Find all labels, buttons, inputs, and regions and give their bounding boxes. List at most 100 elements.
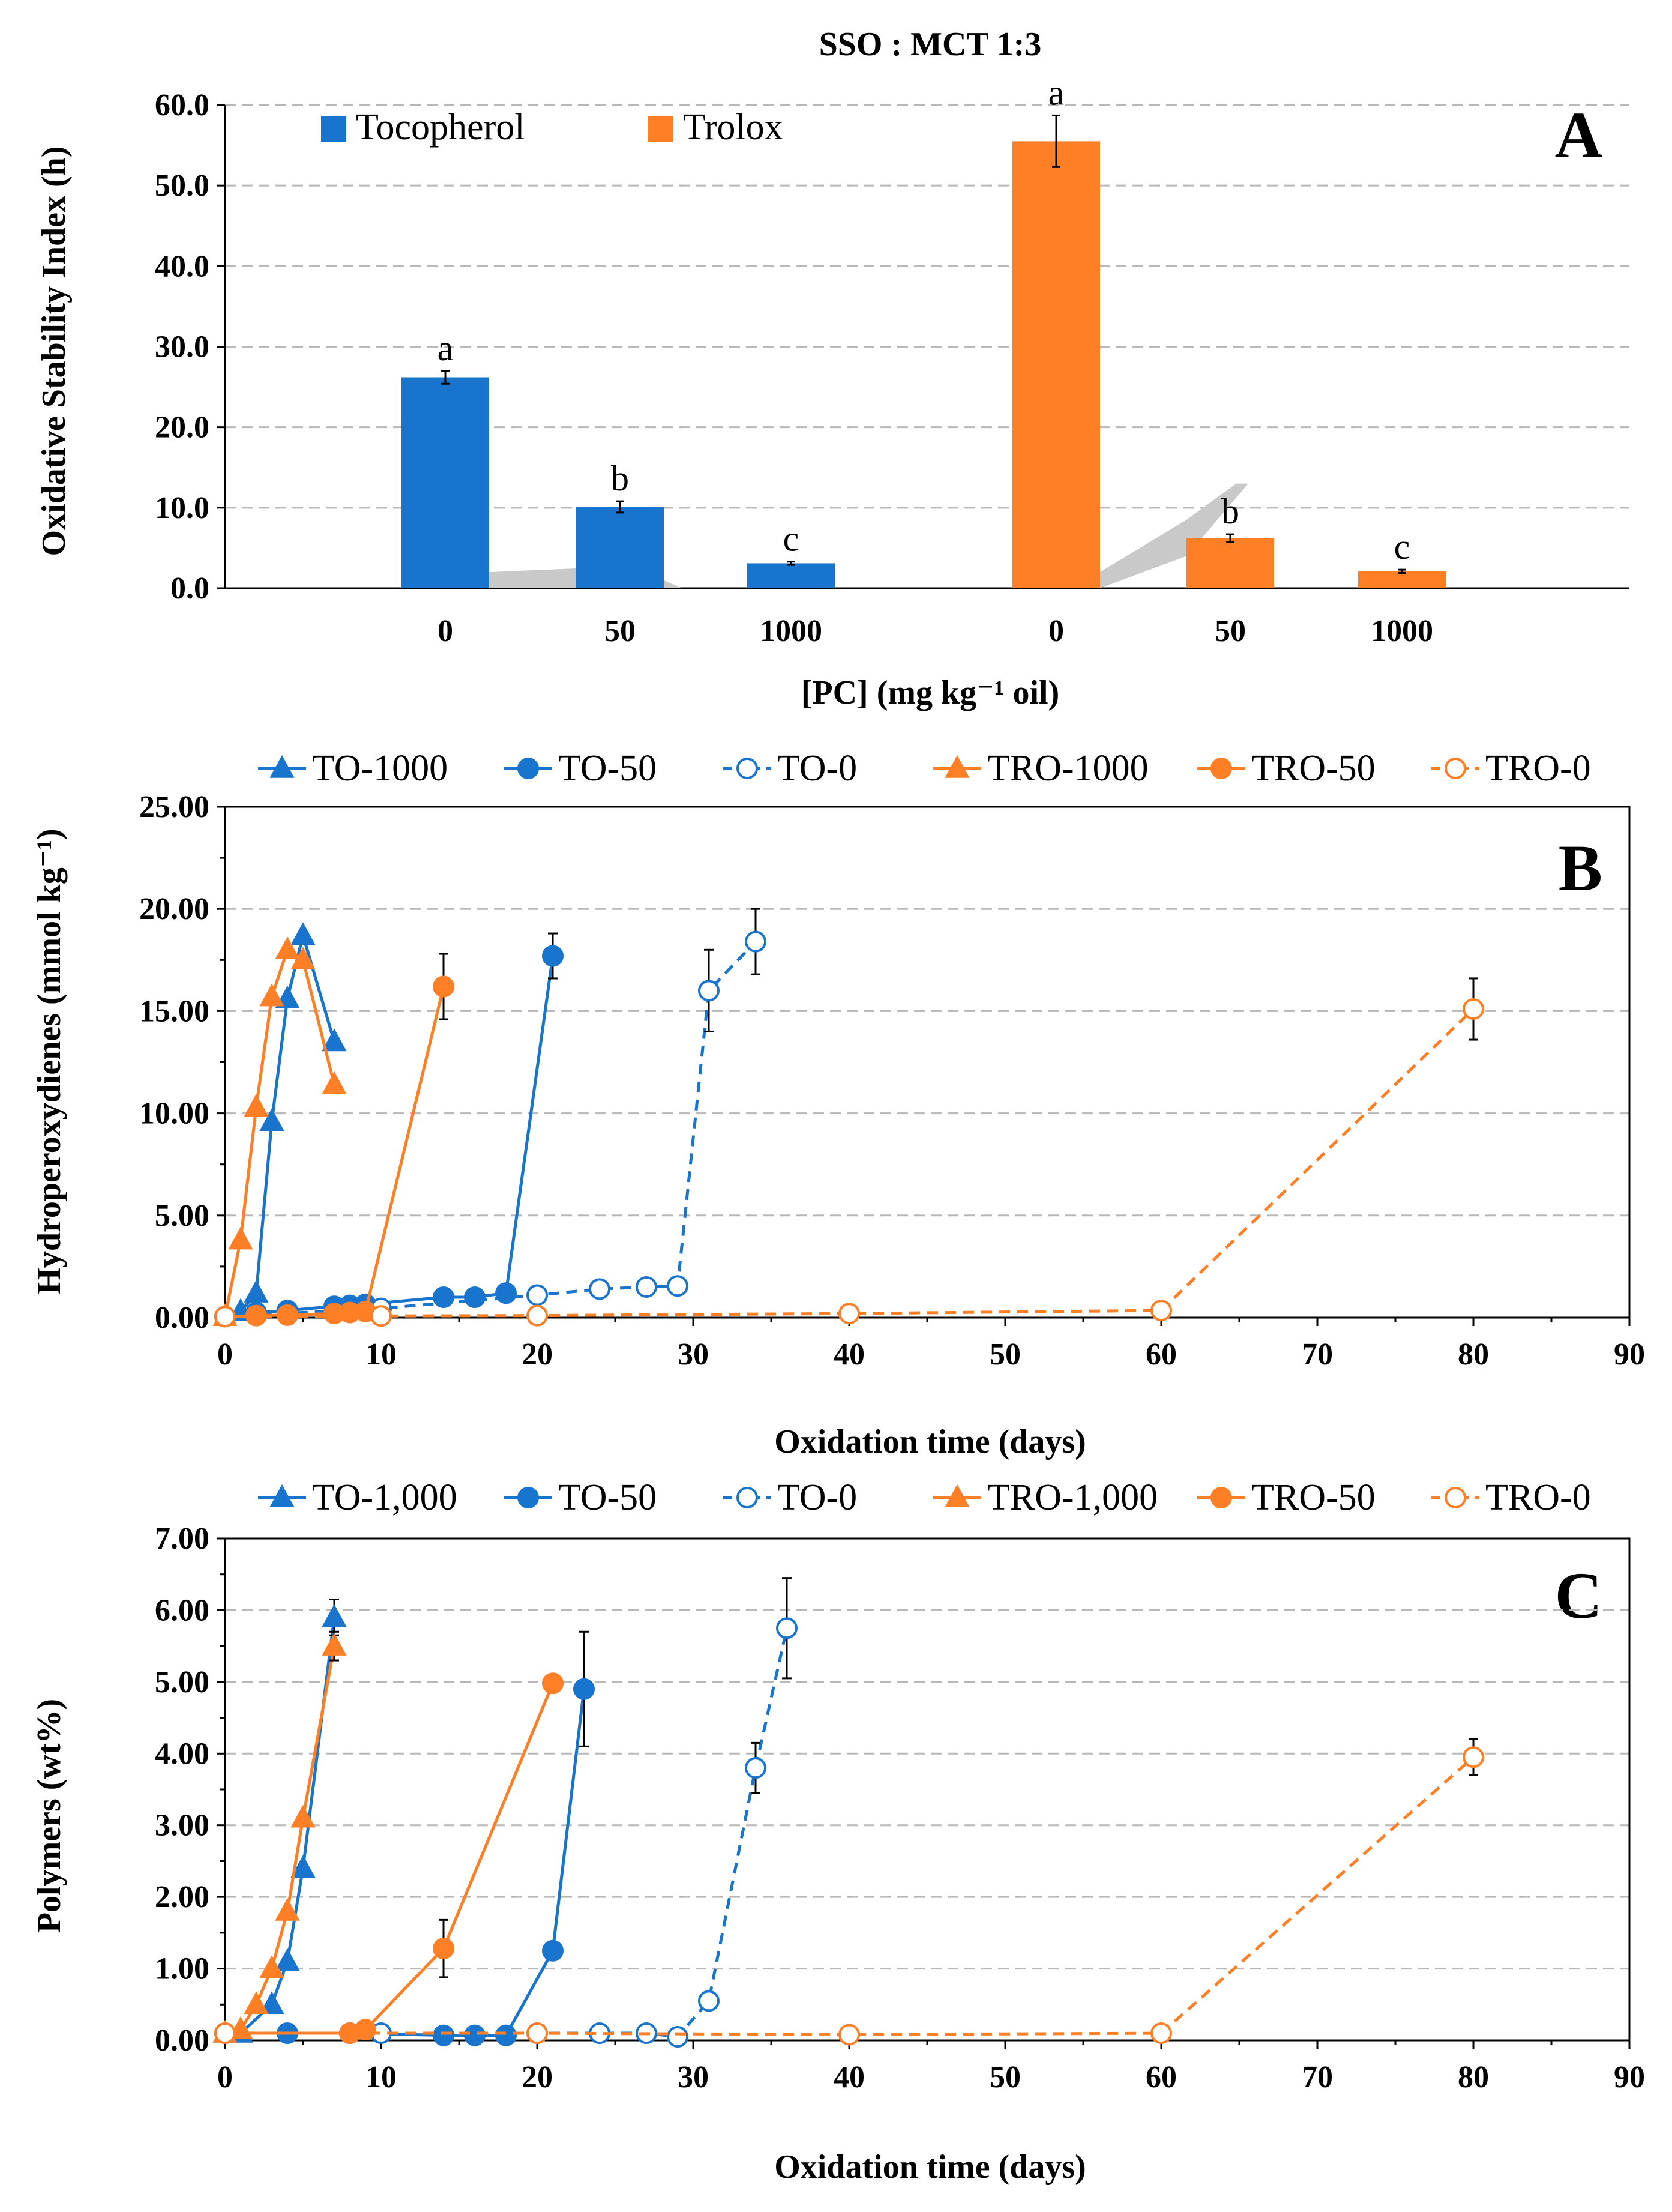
panel-a-title: SSO : MCT 1:3 <box>819 26 1042 63</box>
panel-b-y-axis-title: Hydroperoxydienes (mmol kg⁻¹) <box>31 828 68 1294</box>
panel-a-x-tick-label: 50 <box>604 614 636 648</box>
panel-b-point-tro-0 <box>526 1304 548 1327</box>
panel-b-point-tro-0 <box>838 1303 860 1325</box>
panel-b-point-to-0 <box>636 1276 657 1298</box>
panel-c-point-to-0 <box>745 1757 766 1779</box>
panel-b-x-tick-label: 80 <box>1458 1337 1489 1372</box>
panel-b-point-to-1000 <box>290 922 316 945</box>
panel-b-legend-marker-tro-50 <box>1210 758 1232 779</box>
panel-c-point-tro-1000 <box>244 1991 269 2015</box>
panel-a-x-tick-label: 1000 <box>760 614 822 648</box>
bar-trolox-0 <box>1012 141 1100 588</box>
panel-b-point-tro-1000 <box>322 1071 347 1094</box>
panel-c-x-tick-label: 80 <box>1458 2060 1489 2094</box>
panel-c-point-to-0 <box>698 1990 720 2012</box>
panel-c-y-tick-label: 3.00 <box>155 1809 209 1843</box>
panel-c-line-tro-50 <box>225 1683 555 2035</box>
panel-c-point-tro-1000 <box>322 1632 347 1656</box>
panel-c-point-to-50 <box>573 1678 595 1700</box>
panel-c-x-tick-label: 90 <box>1614 2060 1645 2094</box>
panel-b-point-tro-1000 <box>290 947 316 970</box>
panel-b-legend-marker-to-50 <box>517 758 539 779</box>
panel-b-legend-marker-to-1000 <box>269 755 295 778</box>
bar-shadow <box>489 568 582 588</box>
panel-c-y-tick-label: 6.00 <box>155 1593 209 1627</box>
panel-b-line-to-50 <box>224 956 555 1318</box>
panel-b-point-to-1000 <box>322 1028 347 1052</box>
panel-c-x-tick-label: 10 <box>365 2060 397 2094</box>
panel-c-line-tro-0 <box>225 1756 1475 2036</box>
panel-b-point-to-0 <box>589 1278 610 1300</box>
panel-a-y-tick-label: 50.0 <box>155 169 209 203</box>
panel-b-y-tick-label: 5.00 <box>155 1199 209 1233</box>
panel-c-plot-frame <box>224 1537 1631 2042</box>
panel-c-point-to-50 <box>542 1939 564 1962</box>
panel-c-x-tick-label: 40 <box>834 2060 865 2094</box>
panel-b-point-tro-1000 <box>275 936 300 960</box>
panel-b-legend-label-tro-0: TRO-0 <box>1485 748 1591 789</box>
panel-b-legend-label-to-0: TO-0 <box>777 748 857 789</box>
panel-b-x-tick-label: 30 <box>678 1337 709 1372</box>
panel-b-point-tro-0 <box>1463 998 1484 1020</box>
panel-b-letter: B <box>1559 831 1602 905</box>
bar-tocopherol-50 <box>576 507 664 588</box>
panel-c-point-to-50 <box>464 2024 486 2046</box>
panel-c-point-tro-50 <box>542 1672 564 1695</box>
panel-c-point-to-0 <box>667 2026 688 2048</box>
panel-c-point-to-50 <box>433 2024 454 2046</box>
panel-c-point-to-1000 <box>275 1948 300 1971</box>
panel-c-x-tick-label: 60 <box>1146 2060 1177 2094</box>
panel-b-point-to-50 <box>542 945 564 967</box>
panel-c-point-tro-0 <box>214 2022 236 2045</box>
panel-c-point-tro-1000 <box>290 1804 316 1828</box>
panel-c-x-tick-label: 30 <box>678 2060 709 2094</box>
panel-c-legend-label-to-1000: TO-1,000 <box>312 1477 457 1518</box>
panel-c-y-tick-label: 4.00 <box>155 1737 209 1771</box>
panel-b-point-tro-0 <box>214 1306 236 1328</box>
panel-c-letter: C <box>1555 1559 1602 1632</box>
panel-b-point-to-1000 <box>244 1280 269 1303</box>
panel-b-x-tick-label: 40 <box>834 1337 865 1372</box>
panel-c-point-to-1000 <box>322 1604 347 1627</box>
panel-b-point-tro-0 <box>1150 1300 1172 1322</box>
panel-c-point-tro-0 <box>838 2024 860 2046</box>
panel-b-plot-frame <box>224 806 1631 1319</box>
panel-c-legend-marker-to-0 <box>736 1487 758 1508</box>
legend-swatch-tocopherol <box>321 116 346 142</box>
panel-b-x-tick-label: 60 <box>1146 1337 1177 1372</box>
panel-c-point-to-1000 <box>290 1855 316 1878</box>
panel-c-x-tick-label: 20 <box>522 2060 553 2094</box>
panel-b-y-tick-label: 25.00 <box>139 790 209 824</box>
panel-c-plot: 0.00 1.00 2.00 3.00 4.00 5.00 6.00 7.00 0 10 20 30 4… <box>155 1477 1645 2094</box>
panel-c-legend-label-to-0: TO-0 <box>777 1477 857 1518</box>
panel-b-x-tick-label: 50 <box>990 1337 1021 1372</box>
panel-b-point-to-0 <box>667 1275 688 1297</box>
panel-c-legend-marker-tro-1000 <box>945 1484 970 1507</box>
panel-c-y-tick-label: 0.00 <box>155 2024 209 2058</box>
panel-b-legend-marker-tro-0 <box>1445 758 1466 779</box>
panel-b-x-tick-label: 10 <box>365 1337 397 1372</box>
bar-tocopherol-1000 <box>747 563 835 588</box>
panel-b-legend-label-tro-1000: TRO-1000 <box>987 748 1149 789</box>
panel-b-legend-label-to-1000: TO-1000 <box>312 748 448 789</box>
panel-a-x-tick-label: 50 <box>1215 614 1246 648</box>
panel-c-point-tro-50 <box>433 1938 454 1960</box>
panel-c-point-tro-0 <box>1463 1746 1484 1768</box>
bar-shadow <box>664 580 682 588</box>
panel-b-x-tick-label: 0 <box>217 1337 233 1372</box>
panel-b-line-to-0 <box>224 940 757 1318</box>
panel-b-point-tro-50 <box>433 975 454 998</box>
panel-c-point-tro-1000 <box>259 1955 284 1978</box>
significance-label: b <box>611 459 629 498</box>
panel-b-line-tro-0 <box>224 1008 1475 1318</box>
panel-c-point-to-50 <box>495 2024 517 2046</box>
panel-b-point-to-50 <box>464 1286 486 1308</box>
significance-label: c <box>783 519 799 559</box>
panel-a-y-axis-title: Oxidative Stability Index (h) <box>35 146 73 556</box>
panel-c-line-to-0 <box>225 1627 789 2039</box>
panel-c-point-tro-0 <box>1150 2022 1172 2045</box>
significance-label: a <box>438 328 454 368</box>
panel-a-plot: 0.0 10.0 20.0 30.0 40.0 50.0 60.0 0 50 1000 0 50 100… <box>155 73 1629 648</box>
panel-c-legend-marker-tro-0 <box>1445 1487 1466 1508</box>
significance-label: c <box>1394 527 1410 567</box>
